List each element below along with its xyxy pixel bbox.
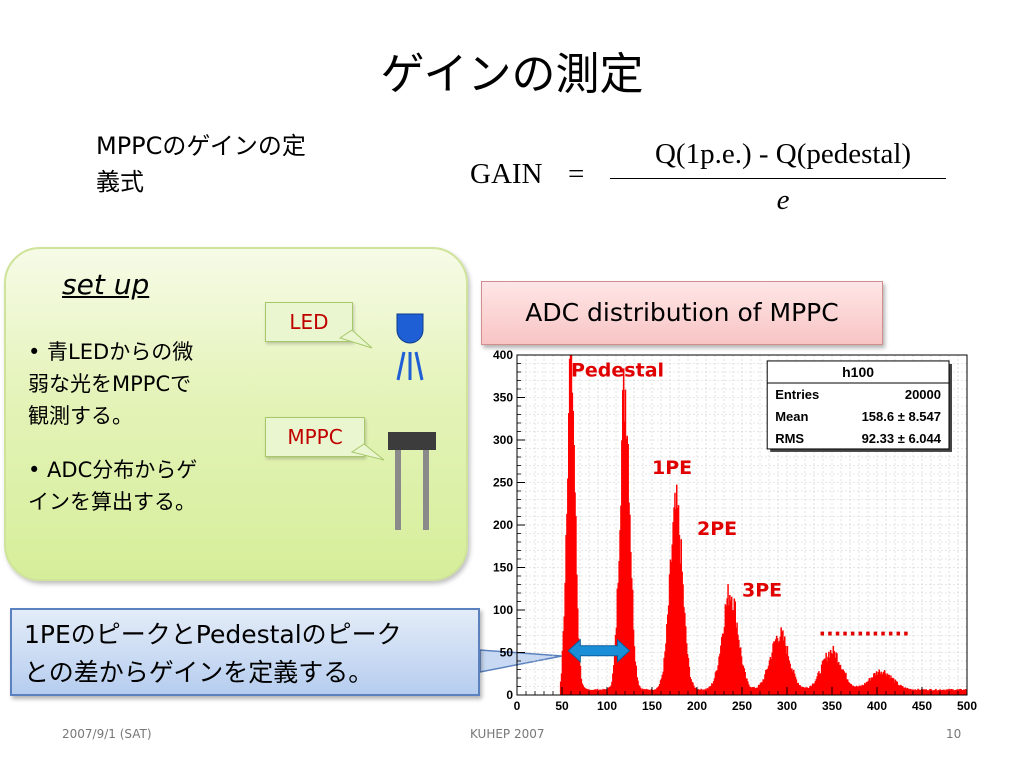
stats-label-rms: RMS	[775, 431, 804, 446]
x-tick-label: 100	[597, 699, 617, 713]
x-tick-label: 0	[514, 699, 521, 713]
stats-label-entries: Entries	[775, 387, 819, 402]
annotation-pedestal: Pedestal	[571, 359, 664, 381]
chart-annotations: Pedestal 1PE 2PE 3PE............	[571, 359, 910, 640]
y-tick-label: 350	[493, 391, 513, 405]
x-tick-label: 50	[555, 699, 569, 713]
stats-box-name: h100	[842, 364, 874, 380]
gain-formula: GAIN = Q(1p.e.) - Q(pedestal) e	[470, 138, 950, 228]
stats-box: h100 Entries 20000 Mean 158.6 ± 8.547 RMS 92.3…	[766, 360, 952, 452]
x-tick-label: 400	[867, 699, 887, 713]
x-tick-label: 200	[687, 699, 707, 713]
stats-label-mean: Mean	[775, 409, 808, 424]
x-tick-label: 150	[642, 699, 662, 713]
histogram-area	[517, 354, 968, 696]
footer-date: 2007/9/1 (SAT)	[62, 727, 152, 741]
formula-numerator: Q(1p.e.) - Q(pedestal)	[654, 138, 912, 170]
x-tick-label: 350	[822, 699, 842, 713]
bullet-observe: • 青LEDからの微 弱な光をMPPCで 観測する。	[28, 336, 243, 432]
slide-title: ゲインの測定	[380, 49, 644, 100]
formula-fraction-bar	[610, 178, 946, 179]
stats-value-entries: 20000	[905, 387, 941, 402]
led-callout-tail	[338, 329, 373, 349]
definition-line2: 義式	[96, 168, 144, 196]
led-icon	[396, 313, 424, 381]
bullet2-line2: インを算出する。	[28, 490, 196, 514]
note-line2: との差からゲインを定義する。	[24, 658, 374, 687]
y-tick-label: 150	[493, 561, 513, 575]
annotation-ellipsis: ............	[819, 617, 910, 641]
mppc-callout-tail	[350, 443, 385, 461]
formula-equals: =	[568, 158, 585, 190]
stats-box-frame	[766, 360, 950, 450]
mppc-callout: MPPC	[265, 417, 365, 457]
y-tick-label: 250	[493, 476, 513, 490]
y-tick-label: 200	[493, 518, 513, 532]
led-callout: LED	[265, 302, 353, 342]
adc-distribution-label: ADC distribution of MPPC	[481, 281, 883, 345]
x-tick-label: 450	[912, 699, 932, 713]
x-tick-label: 300	[777, 699, 797, 713]
y-tick-label: 50	[500, 646, 514, 660]
gain-arrow-shape	[567, 638, 631, 663]
bullet1-line1: • 青LEDからの微	[28, 340, 194, 364]
annotation-2pe: 2PE	[697, 518, 737, 540]
footer-conference: KUHEP 2007	[470, 727, 545, 741]
annotation-1pe: 1PE	[652, 457, 692, 479]
setup-panel	[4, 247, 468, 581]
formula-lhs: GAIN	[470, 158, 543, 190]
note-line1: 1PEのピークとPedestalのピーク	[24, 620, 402, 649]
bullet1-line2: 弱な光をMPPCで	[28, 372, 192, 396]
y-tick-label: 300	[493, 433, 513, 447]
gain-note-box: 1PEのピークとPedestalのピーク との差からゲインを定義する。	[10, 608, 480, 696]
bullet1-line3: 観測する。	[28, 404, 133, 428]
annotation-3pe: 3PE	[742, 579, 782, 601]
y-tick-label: 400	[493, 350, 513, 362]
stats-value-mean: 158.6 ± 8.547	[862, 409, 941, 424]
x-tick-label: 250	[732, 699, 752, 713]
formula-denominator: e	[776, 184, 790, 216]
gain-definition-text: MPPCのゲインの定 義式	[96, 128, 386, 200]
x-tick-label: 500	[957, 699, 977, 713]
gain-arrow	[567, 638, 631, 663]
setup-title: set up	[62, 268, 150, 301]
adc-histogram: 0 50 100 150 200 250 300 350 400 450 500 0 50 100 150 2…	[493, 350, 977, 713]
footer-page-number: 10	[946, 727, 962, 741]
definition-line1: MPPCのゲインの定	[96, 132, 306, 160]
bullet2-line1: • ADC分布からゲ	[28, 458, 198, 482]
y-tick-label: 100	[493, 603, 513, 617]
bullet-calc-gain: • ADC分布からゲ インを算出する。	[28, 454, 243, 518]
y-tick-label: 0	[506, 688, 513, 702]
plot-frame	[516, 354, 968, 696]
stats-value-rms: 92.33 ± 6.044	[862, 431, 942, 446]
mppc-sensor-icon	[388, 432, 436, 530]
